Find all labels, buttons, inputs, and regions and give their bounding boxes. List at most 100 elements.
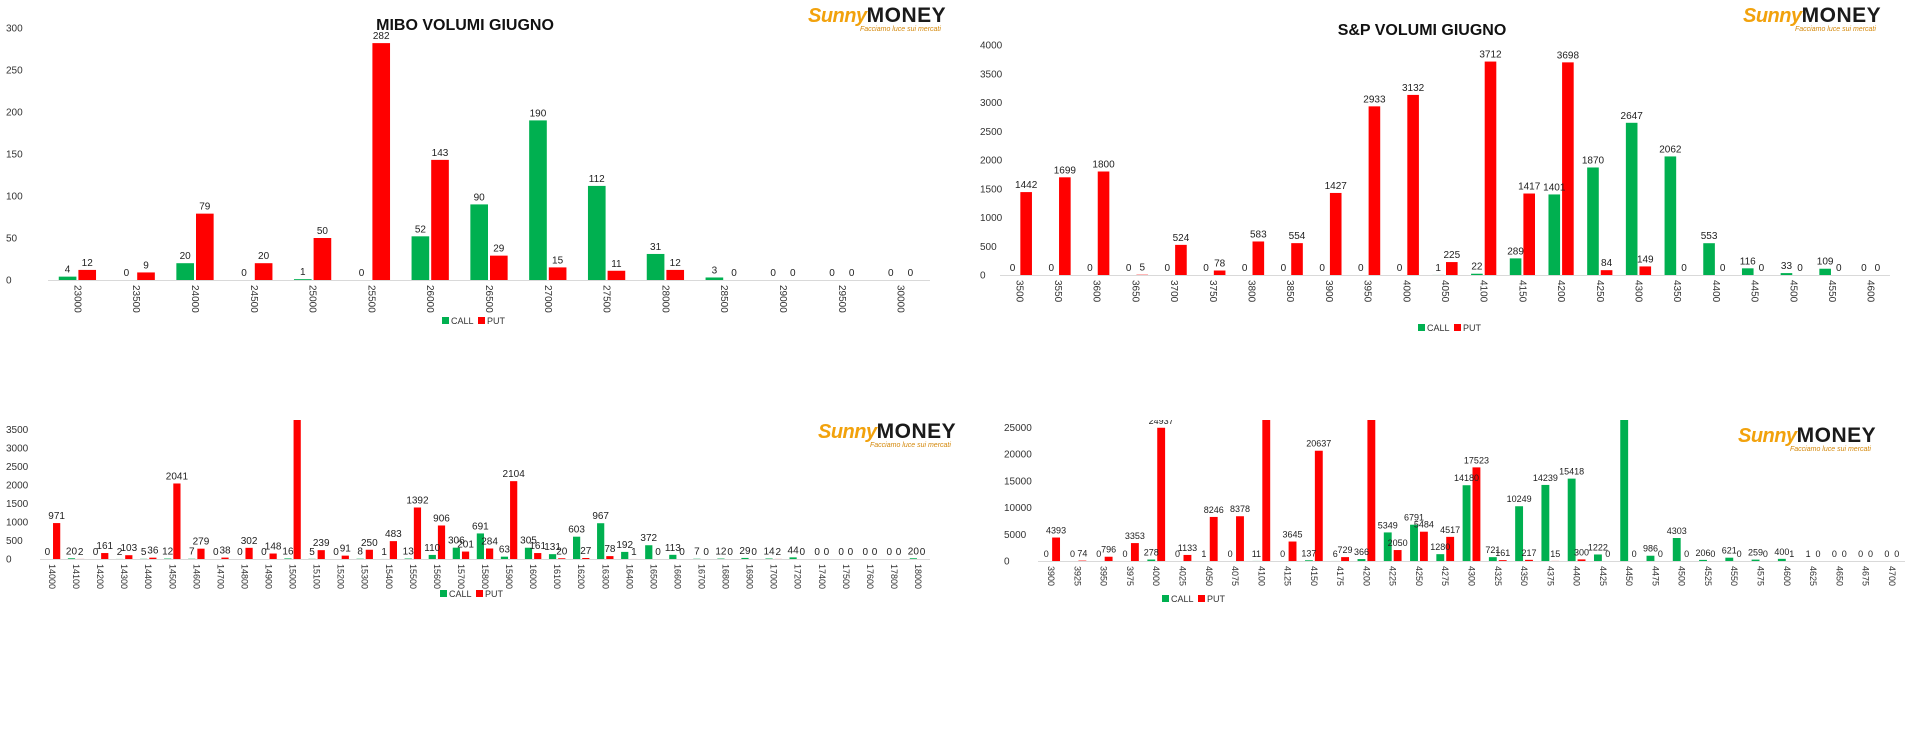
put-bar bbox=[365, 549, 373, 559]
x-tick-label: 4450 bbox=[1624, 566, 1634, 586]
put-bar bbox=[1209, 516, 1218, 561]
put-data-label: 971 bbox=[48, 511, 65, 522]
x-tick-label: 14100 bbox=[71, 564, 81, 589]
put-data-label: 8246 bbox=[1204, 505, 1224, 515]
x-tick-label: 16500 bbox=[648, 564, 658, 589]
call-data-label: 11 bbox=[1252, 549, 1261, 559]
put-bar bbox=[548, 267, 567, 280]
put-data-label: 0 bbox=[1763, 549, 1768, 559]
put-data-label: 554 bbox=[1289, 231, 1306, 242]
x-tick-label: 26500 bbox=[483, 285, 494, 313]
call-bar bbox=[470, 204, 488, 280]
put-data-label: 17523 bbox=[1464, 455, 1489, 465]
call-bar bbox=[1725, 557, 1734, 561]
call-data-label: 0 bbox=[261, 547, 267, 558]
sunny-money-logo: SunnyMONEY Facciamo luce sui mercati bbox=[818, 420, 956, 449]
chart-panel-sp: S&P VOLUMI GIUGNO 0 500 1000 1500 2000 2500 300… bbox=[960, 0, 1920, 345]
legend-put-swatch bbox=[476, 590, 483, 597]
put-bar bbox=[1368, 106, 1381, 275]
legend-put-swatch bbox=[1198, 595, 1205, 602]
call-bar bbox=[476, 533, 484, 559]
x-tick-label: 15500 bbox=[408, 564, 418, 589]
call-data-label: 0 bbox=[829, 268, 835, 279]
put-data-label: 5 bbox=[1139, 263, 1145, 274]
call-data-label: 278 bbox=[1144, 548, 1159, 558]
call-data-label: 0 bbox=[45, 547, 51, 558]
call-data-label: 112 bbox=[589, 174, 605, 185]
call-bar bbox=[646, 253, 665, 280]
x-tick-label: 4400 bbox=[1710, 280, 1721, 303]
y-tick-label: 200 bbox=[6, 108, 23, 119]
put-data-label: 20 bbox=[258, 251, 270, 262]
x-tick-label: 3650 bbox=[1129, 280, 1140, 303]
x-tick-label: 4425 bbox=[1598, 566, 1608, 586]
call-data-label: 8 bbox=[357, 547, 363, 558]
x-tick-label: 4600 bbox=[1782, 566, 1792, 586]
put-data-label: 0 bbox=[703, 547, 709, 558]
put-bar bbox=[1446, 262, 1458, 275]
call-bar bbox=[1436, 554, 1445, 561]
call-data-label: 5 bbox=[309, 547, 315, 558]
chart-plot-group: S&P VOLUMI GIUGNO05001000150020002500300… bbox=[980, 22, 1890, 333]
put-bar bbox=[1407, 94, 1419, 275]
x-tick-label: 16800 bbox=[721, 564, 731, 589]
x-tick-label: 16000 bbox=[528, 564, 538, 589]
put-data-label: 1392 bbox=[406, 495, 429, 506]
legend-call-label: CALL bbox=[451, 316, 474, 326]
call-data-label: 0 bbox=[1070, 549, 1075, 559]
x-tick-label: 16700 bbox=[696, 564, 706, 589]
legend-call-swatch bbox=[440, 590, 447, 597]
call-data-label: 116 bbox=[1740, 256, 1756, 267]
put-bar bbox=[313, 238, 332, 280]
call-bar bbox=[597, 523, 605, 559]
put-data-label: 483 bbox=[385, 529, 402, 540]
x-tick-label: 4475 bbox=[1650, 566, 1660, 586]
put-data-label: 0 bbox=[1815, 549, 1820, 559]
call-data-label: 986 bbox=[1643, 544, 1658, 554]
y-tick-label: 10000 bbox=[1004, 503, 1032, 514]
x-tick-label: 28500 bbox=[718, 285, 729, 313]
x-tick-label: 4025 bbox=[1178, 566, 1188, 586]
call-bar bbox=[1703, 243, 1715, 275]
put-data-label: 0 bbox=[655, 547, 661, 558]
x-tick-label: 4675 bbox=[1861, 566, 1871, 586]
call-data-label: 0 bbox=[862, 547, 868, 558]
call-data-label: 14239 bbox=[1533, 473, 1558, 483]
x-tick-label: 4375 bbox=[1545, 566, 1555, 586]
put-data-label: 0 bbox=[824, 547, 830, 558]
put-data-label: 149 bbox=[1637, 254, 1654, 265]
call-bar bbox=[1620, 420, 1629, 561]
put-data-label: 0 bbox=[1681, 263, 1687, 274]
call-data-label: 621 bbox=[1722, 546, 1737, 556]
x-tick-label: 23000 bbox=[71, 285, 82, 313]
legend-put-swatch bbox=[478, 317, 485, 324]
call-data-label: 1 bbox=[300, 267, 306, 278]
call-bar bbox=[1471, 273, 1483, 275]
x-tick-label: 25000 bbox=[307, 285, 318, 313]
x-tick-label: 15600 bbox=[432, 564, 442, 589]
x-tick-label: 4000 bbox=[1400, 280, 1411, 303]
x-tick-label: 14600 bbox=[191, 564, 201, 589]
x-tick-label: 4500 bbox=[1787, 280, 1798, 303]
call-data-label: 0 bbox=[1010, 263, 1016, 274]
call-data-label: 0 bbox=[124, 268, 130, 279]
put-data-label: 906 bbox=[433, 513, 450, 524]
x-tick-label: 15800 bbox=[480, 564, 490, 589]
put-data-label: 15 bbox=[1550, 549, 1560, 559]
put-data-label: 583 bbox=[1250, 229, 1267, 240]
x-tick-label: 4175 bbox=[1335, 566, 1345, 586]
put-data-label: 84 bbox=[1601, 258, 1613, 269]
call-data-label: 0 bbox=[814, 547, 820, 558]
call-data-label: 2 bbox=[117, 547, 123, 558]
x-tick-label: 3900 bbox=[1323, 280, 1334, 303]
put-bar bbox=[606, 556, 614, 559]
put-data-label: 524 bbox=[1173, 233, 1190, 244]
put-data-label: 143 bbox=[432, 148, 449, 159]
call-bar bbox=[176, 263, 194, 280]
put-data-label: 9 bbox=[143, 260, 149, 271]
x-tick-label: 4100 bbox=[1478, 280, 1489, 303]
call-data-label: 2062 bbox=[1659, 144, 1682, 155]
put-data-label: 3132 bbox=[1402, 83, 1425, 94]
call-bar bbox=[705, 277, 724, 280]
call-data-label: 0 bbox=[93, 547, 99, 558]
